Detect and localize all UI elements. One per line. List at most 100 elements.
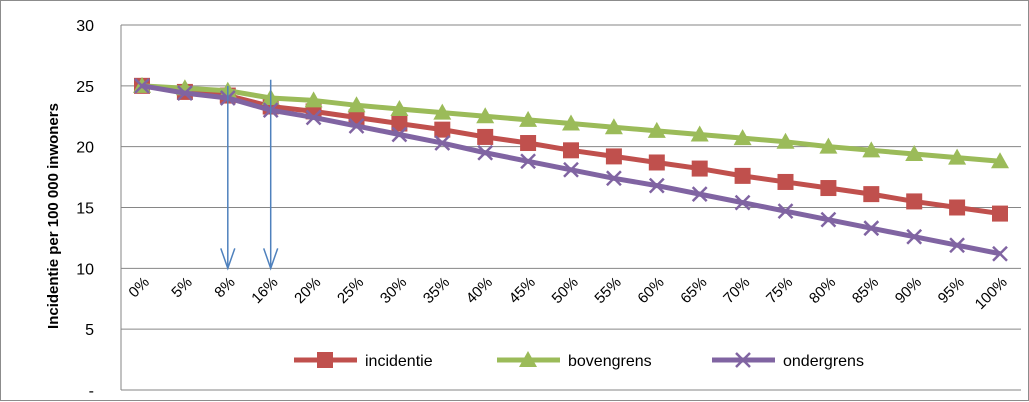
marker-stroke bbox=[348, 118, 365, 134]
y-tick-label: 5 bbox=[85, 322, 94, 339]
y-tick-label: 30 bbox=[76, 18, 94, 35]
data-point-ondergrens bbox=[134, 77, 150, 94]
data-point-incidentie bbox=[391, 115, 408, 132]
marker-stroke bbox=[992, 245, 1008, 262]
legend-item-bovengrens: bovengrens bbox=[497, 351, 652, 370]
data-point-incidentie bbox=[777, 173, 794, 190]
data-point-bovengrens bbox=[604, 118, 623, 135]
marker-stroke bbox=[735, 352, 751, 368]
x-tick-label: 40% bbox=[463, 274, 496, 307]
data-point-bovengrens bbox=[991, 152, 1009, 169]
marker-stroke bbox=[777, 203, 794, 220]
arrow-head bbox=[220, 248, 236, 271]
legend-marker bbox=[735, 352, 751, 368]
marker-stroke bbox=[477, 144, 494, 161]
data-point-incidentie bbox=[863, 186, 880, 203]
legend-item-incidentie: incidentie bbox=[294, 352, 433, 370]
x-tick-label: 95% bbox=[935, 274, 968, 307]
x-tick-label: 25% bbox=[334, 274, 367, 307]
x-tick-label: 75% bbox=[763, 274, 796, 307]
data-point-ondergrens bbox=[820, 211, 837, 228]
data-point-bovengrens bbox=[948, 148, 967, 165]
legend-marker bbox=[519, 351, 537, 367]
data-point-incidentie bbox=[992, 205, 1008, 222]
data-point-bovengrens bbox=[433, 103, 452, 120]
y-tick-label: 25 bbox=[76, 79, 94, 96]
data-point-bovengrens bbox=[562, 114, 580, 131]
marker-stroke bbox=[305, 109, 322, 126]
data-point-ondergrens bbox=[348, 118, 365, 134]
data-point-bovengrens bbox=[690, 125, 709, 142]
annotation-arrows bbox=[220, 79, 279, 271]
legend-label: ondergrens bbox=[783, 353, 864, 370]
data-point-incidentie bbox=[648, 154, 665, 171]
data-point-ondergrens bbox=[734, 194, 751, 211]
data-point-bovengrens bbox=[905, 144, 924, 161]
x-tick-label: 60% bbox=[634, 274, 667, 307]
data-point-incidentie bbox=[949, 199, 966, 216]
data-point-incidentie bbox=[520, 135, 537, 152]
data-point-ondergrens bbox=[949, 237, 965, 254]
series-group bbox=[133, 76, 1009, 262]
series-ondergrens bbox=[134, 77, 1008, 262]
x-axis-tick-labels: 0% 5% 8% 16% 20% 25% 30% 35% 40% 45% 50% 55% 60% 65% 7… bbox=[125, 274, 1010, 313]
x-tick-label: 30% bbox=[377, 274, 410, 307]
data-point-bovengrens bbox=[862, 141, 881, 158]
y-tick-label: - bbox=[89, 383, 94, 400]
x-tick-label: 5% bbox=[168, 274, 195, 301]
y-axis-title: Incidentie per 100 000 inwoners bbox=[45, 103, 62, 329]
marker-stroke bbox=[691, 186, 708, 203]
data-point-ondergrens bbox=[863, 220, 880, 237]
marker-stroke bbox=[949, 237, 965, 254]
data-point-bovengrens bbox=[390, 99, 409, 116]
x-tick-label: 65% bbox=[677, 274, 710, 307]
data-point-ondergrens bbox=[177, 85, 193, 102]
data-point-ondergrens bbox=[477, 144, 494, 161]
data-point-ondergrens bbox=[391, 126, 408, 143]
data-point-bovengrens bbox=[304, 91, 323, 108]
legend: incidentie bovengrens ondergrens bbox=[294, 351, 864, 370]
y-tick-label: 15 bbox=[76, 201, 94, 218]
y-tick-label: 10 bbox=[76, 261, 94, 278]
data-point-ondergrens bbox=[606, 170, 622, 187]
x-tick-label: 85% bbox=[849, 274, 882, 307]
x-tick-label: 70% bbox=[720, 274, 753, 307]
marker-stroke bbox=[563, 161, 579, 178]
data-point-ondergrens bbox=[520, 153, 536, 170]
data-point-ondergrens bbox=[305, 109, 322, 126]
data-point-bovengrens bbox=[776, 132, 795, 149]
data-point-bovengrens bbox=[733, 129, 752, 146]
data-point-bovengrens bbox=[476, 107, 495, 124]
data-point-incidentie bbox=[605, 148, 622, 165]
legend-marker bbox=[317, 352, 333, 368]
marker-stroke bbox=[863, 220, 880, 237]
y-axis-tick-labels: - 5 10 15 20 25 30 bbox=[76, 18, 94, 400]
data-point-ondergrens bbox=[777, 203, 794, 220]
data-point-bovengrens bbox=[347, 96, 366, 113]
data-point-bovengrens bbox=[819, 137, 838, 154]
data-point-incidentie bbox=[906, 193, 923, 210]
arrow-head bbox=[262, 248, 279, 271]
data-point-ondergrens bbox=[992, 245, 1008, 262]
marker-stroke bbox=[606, 170, 622, 187]
marker-stroke bbox=[906, 228, 923, 245]
x-tick-label: 0% bbox=[125, 274, 152, 301]
data-point-incidentie bbox=[691, 160, 708, 177]
data-point-incidentie bbox=[434, 121, 451, 138]
x-tick-label: 80% bbox=[806, 274, 839, 307]
x-tick-label: 50% bbox=[549, 274, 582, 307]
marker-stroke bbox=[734, 194, 751, 211]
x-tick-label: 20% bbox=[291, 274, 324, 307]
marker-stroke bbox=[820, 211, 837, 228]
legend-label: bovengrens bbox=[568, 353, 652, 370]
marker-stroke bbox=[134, 77, 150, 94]
data-point-bovengrens bbox=[519, 110, 538, 127]
marker-stroke bbox=[391, 126, 408, 143]
x-tick-label: 45% bbox=[506, 274, 539, 307]
data-point-incidentie bbox=[563, 142, 579, 159]
arrow-annotation bbox=[262, 79, 279, 271]
marker-stroke bbox=[648, 177, 665, 194]
data-point-ondergrens bbox=[691, 186, 708, 203]
